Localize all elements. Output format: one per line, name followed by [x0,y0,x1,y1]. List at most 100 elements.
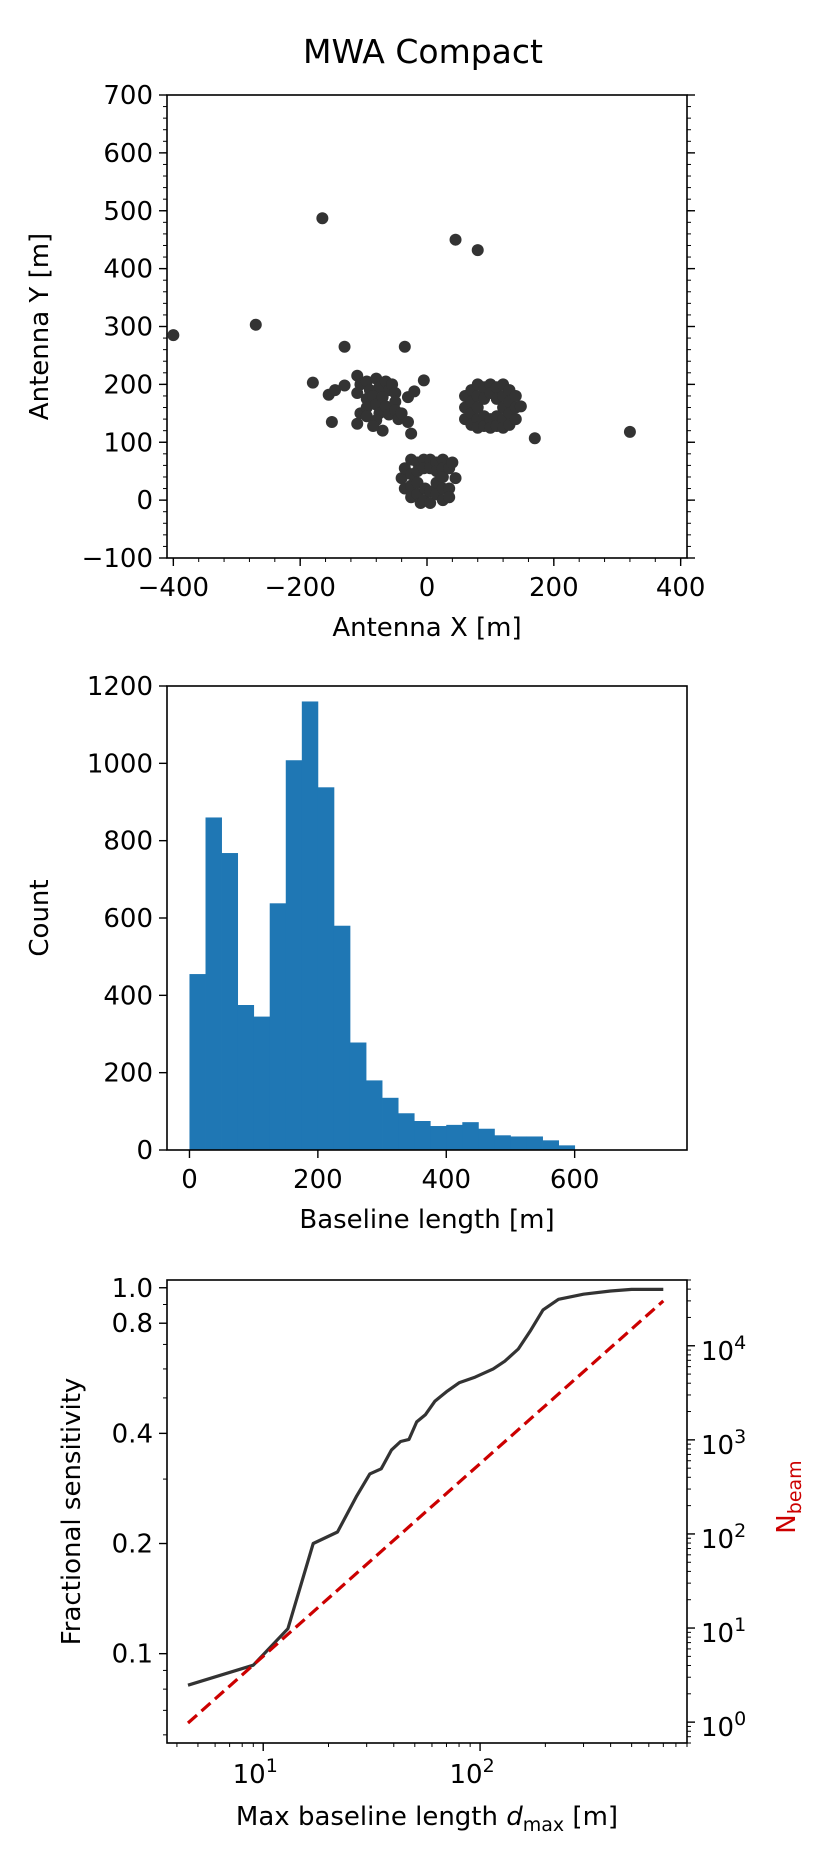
x-tick-label: 0 [181,1165,198,1195]
antenna-point [417,374,430,387]
antenna-point [408,385,421,398]
y-tick-label: 200 [103,370,153,400]
y-tick-label: 0 [136,486,153,516]
y-tick-label: 600 [103,139,153,169]
y-tick-label: 0.4 [112,1419,153,1449]
baseline-histogram: 0 200 400 600 800 1000 1200 0 200 400 600 Baseline … [25,672,688,1235]
x-axis-label: Max baseline length dmax [m] [236,1802,618,1836]
y-tick-label: 800 [103,827,153,857]
y-tick-label: 700 [103,81,153,111]
antenna-point [401,415,414,428]
y2-tick-label: 100 [701,1708,746,1743]
x-axis-label: Baseline length [m] [299,1205,554,1235]
antenna-point [338,379,351,392]
histogram-bar [301,701,319,1150]
histogram-bar [526,1136,543,1150]
histogram-bar [237,1005,255,1150]
histogram-bar [510,1136,527,1150]
antenna-point [351,387,364,400]
y-tick-label: 200 [103,1059,153,1089]
antenna-point [360,401,373,414]
histogram-bar [382,1097,399,1150]
y-tick-label: 100 [103,428,153,458]
antenna-point [449,472,462,485]
y-tick-label: 1000 [87,749,153,779]
y-tick-label: 1.0 [112,1274,153,1304]
antenna-point [446,456,459,469]
x-tick-label: 0 [419,573,436,603]
histogram-bar [221,853,239,1150]
x-tick-label: 400 [656,573,706,603]
y2-tick-label: 102 [701,1520,746,1555]
x-tick-label: 101 [233,1755,278,1790]
y-tick-label: 400 [103,981,153,1011]
antenna-point [395,407,408,420]
histogram-bar [462,1122,479,1150]
histogram-bar [189,974,206,1150]
nbeam-line [186,1299,665,1725]
y-axis-label: Antenna Y [m] [25,233,55,420]
histogram-bar [285,760,303,1150]
antenna-point [167,329,180,342]
histogram-bar [317,787,335,1150]
antenna-point [360,410,373,423]
antenna-point [351,417,364,430]
histogram-bar [478,1128,495,1150]
histogram-bar [253,1016,271,1150]
y-axis-label: Count [25,879,55,956]
histogram-bar [430,1126,447,1150]
antenna-point [623,425,636,438]
y-axis-label: Fractional sensitivity [57,1378,87,1646]
x-tick-label: 200 [293,1165,343,1195]
y-tick-label: 400 [103,255,153,285]
histogram-bar [269,903,287,1150]
antenna-point [316,212,329,225]
y-tick-label: 300 [103,313,153,343]
histogram-bar [398,1113,415,1150]
antenna-point [436,453,449,466]
histogram-bar [205,817,222,1150]
antenna-point [509,413,522,426]
antenna-point [514,400,527,413]
fractional-sensitivity-plot: 0.1 0.2 0.4 0.8 1.0 100 101 102 103 104 101 102 Max … [57,1274,806,1836]
histogram-bar [414,1121,431,1150]
antenna-point [424,497,437,510]
x-tick-label: 600 [550,1165,600,1195]
y2-tick-label: 104 [701,1332,746,1367]
sensitivity-plot-frame [166,1279,688,1744]
antenna-point [443,482,456,495]
antenna-point [398,340,411,353]
antenna-point [471,244,484,257]
y-tick-label: 0 [136,1136,153,1166]
antenna-point [443,491,456,504]
histogram-bar [558,1145,576,1150]
y-tick-label: −100 [82,544,153,574]
antenna-point [436,470,449,483]
y-tick-label: 500 [103,197,153,227]
antenna-point [509,389,522,402]
y-tick-label: 1200 [87,672,153,702]
x-tick-label: −400 [138,573,209,603]
x-axis-label: Antenna X [m] [332,613,521,643]
antenna-layout-scatter-plot: −100 0 100 200 300 400 500 600 700 −400 −200 0 200 40… [25,81,705,643]
antenna-point [389,387,402,400]
y2-tick-label: 103 [701,1426,746,1461]
antenna-point [471,401,484,414]
antenna-point [395,472,408,485]
x-tick-label: 200 [529,573,579,603]
x-tick-label: 400 [421,1165,471,1195]
antenna-point [405,427,418,440]
antenna-point [528,432,541,445]
antenna-point [376,391,389,404]
y-tick-label: 600 [103,904,153,934]
x-tick-label: −200 [264,573,335,603]
antenna-point [389,395,402,408]
antenna-point [325,415,338,428]
y-tick-label: 0.8 [112,1309,153,1339]
antenna-point [329,384,342,397]
histogram-bar [446,1124,463,1150]
antenna-point [249,318,262,331]
histogram-bar [333,925,351,1150]
histogram-bar [349,1042,367,1150]
